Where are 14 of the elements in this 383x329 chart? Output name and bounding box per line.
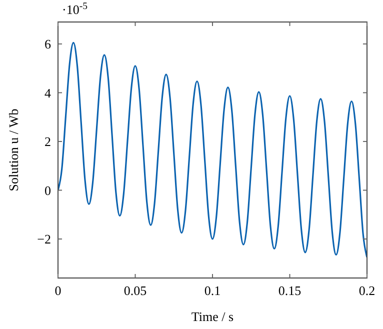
line-series [58,42,367,258]
y-tick-label: 6 [44,36,52,52]
x-tick-label: 0.05 [124,283,147,298]
x-tick-label: 0.2 [358,283,376,298]
y-tick-label: 4 [44,85,52,100]
x-tick-label: 0 [54,283,62,298]
x-axis-title: Time / s [191,309,234,324]
y-tick-label: 2 [44,134,51,150]
y-axis-title: Solution u / Wb [6,108,21,192]
x-tick-label: 0.15 [278,283,302,298]
text: ·10$^{-5}$ [62,0,88,17]
x-tick-label: 0.1 [204,283,221,298]
y-tick-label: 0 [44,182,51,198]
y-tick-label: −2 [37,232,51,247]
